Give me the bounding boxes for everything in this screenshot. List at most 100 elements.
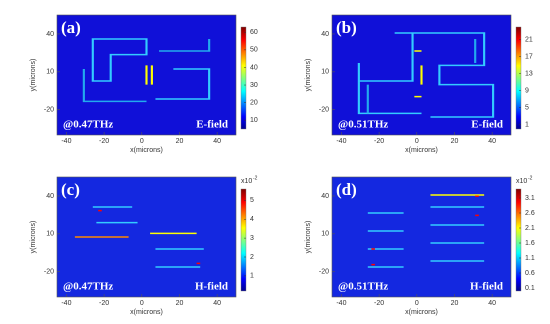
field-line <box>145 65 153 85</box>
colorbar-tick-label: 50 <box>250 47 258 54</box>
y-tick-label: 40 <box>321 31 329 38</box>
field-line <box>92 206 204 268</box>
colorbar-tick-label: 4 <box>250 216 254 223</box>
y-tick-label: 10 <box>321 69 329 76</box>
x-axis-label: x(microns) <box>405 309 438 316</box>
y-tick-label: -20 <box>44 269 54 276</box>
colorbar <box>515 188 522 292</box>
field-label: E-field <box>471 119 503 131</box>
field-pattern <box>74 205 204 269</box>
x-tick-label: 20 <box>176 138 184 145</box>
y-axis-label: y(microns) <box>30 221 37 254</box>
colorbar-tick-label: 5 <box>525 105 529 112</box>
x-axis-label: x(microns) <box>405 147 438 154</box>
colorbar-tick-label: 17 <box>525 54 533 61</box>
x-tick-label: 20 <box>176 300 184 307</box>
field-line <box>394 32 495 118</box>
y-tick-label: -20 <box>319 269 329 276</box>
panel-label: (d) <box>336 180 357 199</box>
y-tick-label: 10 <box>46 69 54 76</box>
y-tick-label: -20 <box>319 107 329 114</box>
colorbar-tick-label: 1 <box>250 273 254 280</box>
colorbar <box>240 188 247 292</box>
y-tick-label: 10 <box>321 231 329 238</box>
y-tick-label: 40 <box>321 193 329 200</box>
panel: -40 -20 0 20 40 -20 10 40 x(microns) y(microns) (b… <box>305 14 533 154</box>
field-label: H-field <box>195 281 228 293</box>
colorbar-tick-label: 3 <box>250 235 254 242</box>
plot-frame <box>56 14 237 136</box>
field-line <box>91 38 148 82</box>
colorbar <box>515 26 522 130</box>
colorbar-tick-label: 0.6 <box>525 270 535 277</box>
y-tick-label: -20 <box>44 107 54 114</box>
panel-label: (a) <box>61 18 81 37</box>
x-tick-label: -20 <box>374 138 384 145</box>
panel: -40 -20 0 20 40 -20 10 40 x(microns) y(microns) (a… <box>30 14 258 154</box>
frequency-label: @0.47THz <box>63 281 113 293</box>
x-tick-label: -40 <box>61 138 71 145</box>
colorbar-tick-label: 1.1 <box>525 255 535 262</box>
y-axis-label: y(microns) <box>305 59 312 92</box>
x-tick-label: 20 <box>451 300 459 307</box>
field-line <box>367 212 404 268</box>
x-tick-label: -20 <box>99 300 109 307</box>
field-line <box>371 195 479 266</box>
colorbar-tick-label: 1 <box>525 122 529 129</box>
colorbar-exponent-base: x10 <box>241 178 252 185</box>
frequency-label: @0.47THz <box>63 119 113 131</box>
field-line <box>159 39 211 52</box>
x-tick-label: 40 <box>213 300 221 307</box>
panel-label: (c) <box>61 180 80 199</box>
colorbar-exponent-power: -2 <box>528 175 533 181</box>
x-tick-label: -20 <box>99 138 109 145</box>
field-pattern <box>356 31 496 119</box>
colorbar-tick-label: 3.1 <box>525 195 535 202</box>
colorbar-tick-label: 40 <box>250 64 258 71</box>
colorbar-tick-label: 20 <box>250 99 258 106</box>
colorbar-tick-label: 9 <box>525 88 529 95</box>
colorbar-tick-label: 30 <box>250 82 258 89</box>
y-axis-label: y(microns) <box>305 221 312 254</box>
x-axis-label: x(microns) <box>130 309 163 316</box>
field-label: E-field <box>196 119 228 131</box>
colorbar-tick-label: 2.6 <box>525 210 535 217</box>
colorbar-tick-label: 0.1 <box>525 285 535 292</box>
colorbar-tick-label: 21 <box>525 37 533 44</box>
panel: -40 -20 0 20 40 -20 10 40 x(microns) y(microns) (d… <box>305 175 535 316</box>
field-label: H-field <box>470 281 503 293</box>
field-line <box>430 206 485 262</box>
colorbar-tick-label: 2.1 <box>525 225 535 232</box>
x-tick-label: -40 <box>61 300 71 307</box>
panel: -40 -20 0 20 40 -20 10 40 x(microns) y(microns) (c… <box>30 175 258 316</box>
field-pattern <box>81 37 212 104</box>
x-axis-label: x(microns) <box>130 147 163 154</box>
colorbar-tick-label: 10 <box>250 117 258 124</box>
field-line <box>366 39 477 114</box>
y-tick-label: 40 <box>46 193 54 200</box>
x-tick-label: -40 <box>336 300 346 307</box>
plot-frame <box>331 176 512 298</box>
field-line <box>357 33 422 115</box>
x-tick-label: 40 <box>488 300 496 307</box>
field-line <box>155 68 211 100</box>
y-tick-label: 10 <box>46 231 54 238</box>
x-tick-label: 40 <box>488 138 496 145</box>
field-line <box>82 69 147 103</box>
y-tick-label: 40 <box>46 31 54 38</box>
frequency-label: @0.51THz <box>338 281 388 293</box>
colorbar-tick-label: 13 <box>525 71 533 78</box>
x-tick-label: 0 <box>140 138 144 145</box>
x-tick-label: 20 <box>451 138 459 145</box>
plot-frame <box>56 176 237 298</box>
field-map <box>332 177 511 297</box>
x-tick-label: -20 <box>374 300 384 307</box>
panel-label: (b) <box>336 18 357 37</box>
x-tick-label: -40 <box>336 138 346 145</box>
field-line <box>414 50 422 98</box>
x-tick-label: 0 <box>415 138 419 145</box>
colorbar-exponent-base: x10 <box>516 178 527 185</box>
field-pattern <box>367 193 485 269</box>
colorbar-tick-label: 1.6 <box>525 240 535 247</box>
x-tick-label: 0 <box>415 300 419 307</box>
